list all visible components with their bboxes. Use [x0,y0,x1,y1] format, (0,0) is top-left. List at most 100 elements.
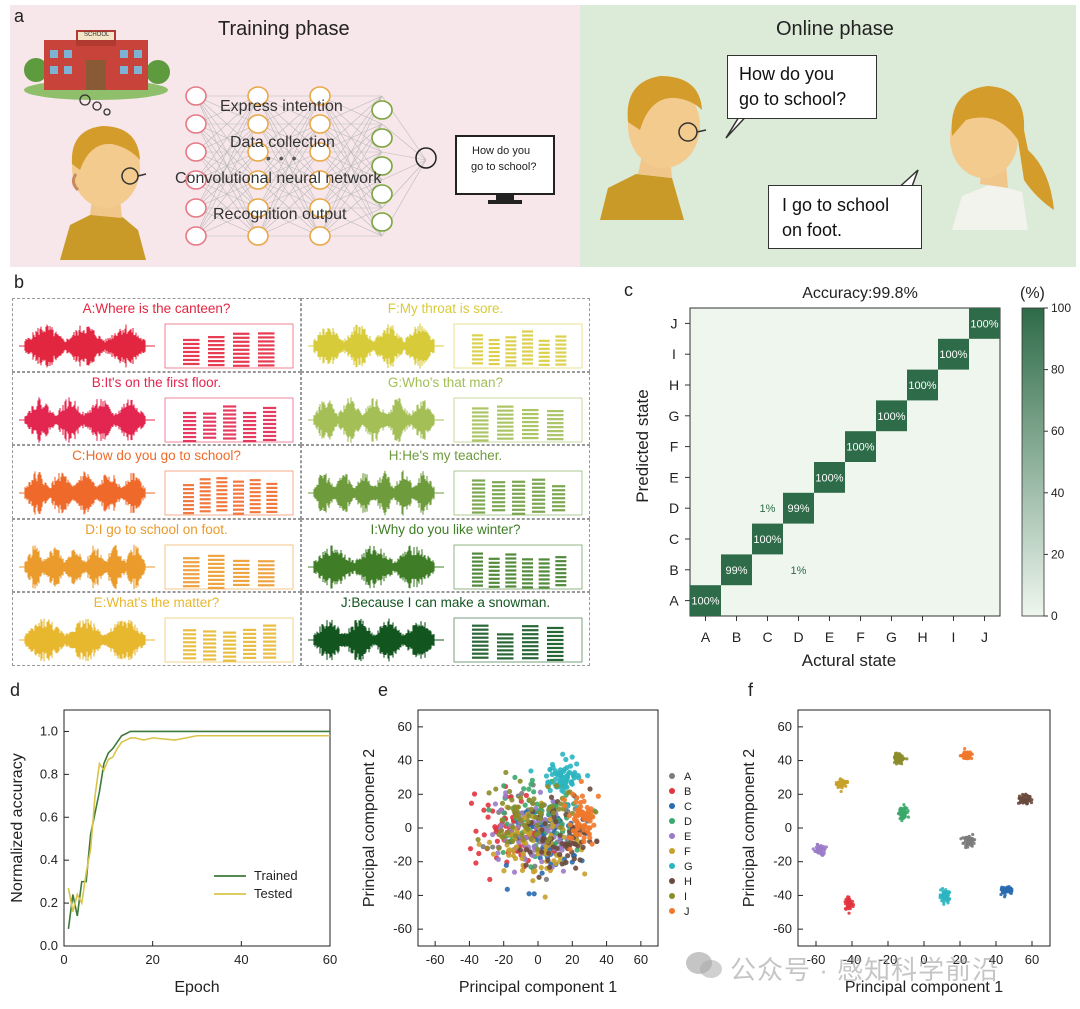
spectrogram-band [258,360,275,363]
spectrogram-band [233,567,250,570]
spectrogram-band [183,653,197,656]
spectrogram-band [555,351,567,354]
plot-frame [797,709,1051,947]
spectrogram-band [263,430,277,433]
spectrogram-band [258,559,275,563]
point-j [573,818,579,824]
nn-edge [319,95,383,209]
point-c [1005,888,1009,892]
spectrogram-band [492,509,506,512]
spectrogram-band [488,557,500,560]
spectrogram-band [216,481,228,484]
point-j [586,831,592,837]
point-a [532,863,538,869]
legend-marker [669,833,675,839]
spectrogram-band [522,653,539,656]
spectrogram-band [547,647,564,650]
nn-edge [195,95,259,237]
legend-label: I [684,891,687,903]
spectrogram-frame [164,397,294,442]
point-g [947,897,951,901]
spectrogram-band [233,500,244,503]
point-f [476,841,482,847]
point-d [901,810,905,814]
point-a [964,845,968,850]
spectrogram-band [497,413,514,416]
spectrogram-band [183,427,197,430]
spectrogram-band [243,629,257,632]
legend-label: Trained [254,868,298,883]
sentence-label: G:Who's that man? [387,374,504,390]
spectrogram-band [223,659,237,663]
point-i [898,760,902,765]
spectrogram-band [208,570,225,573]
spectrogram-band [223,655,237,659]
nn-node [185,142,207,162]
point-g [557,776,563,782]
spectrogram-band [472,568,483,571]
spectrogram-band [472,426,489,430]
point-g [528,768,534,774]
point-j [588,806,594,812]
point-e [495,856,501,862]
spectrogram-band [183,496,194,499]
spectrogram-band [522,578,533,581]
sentence-cell [301,592,590,666]
spectrogram-band [243,649,257,652]
panel-letter-e: e [378,680,389,700]
spectrogram-band [538,578,550,581]
sentence-label: C:How do you go to school? [72,448,241,464]
point-f [839,780,844,784]
spectrogram-band [472,358,483,361]
legend-label: Tested [254,886,292,901]
matrix-cell-label: 100% [753,534,781,546]
spectrogram-band [183,362,200,366]
spectrogram-band [555,559,567,563]
point-c [1004,886,1008,890]
spectrogram-band [522,354,533,357]
y-axis-label: Principal component 2 [361,749,378,907]
nn-edge [381,151,427,161]
spectrogram-band [199,494,211,497]
point-i [545,839,551,845]
point-i [531,796,537,802]
point-h [1027,799,1031,803]
point-c [539,870,545,876]
spectrogram-frame [164,617,294,663]
spectrogram-band [243,657,257,660]
x-tick-label: -20 [494,952,513,967]
point-g [568,779,574,785]
nn-node [309,226,331,246]
point-b [467,846,474,852]
point-j [574,813,580,819]
point-d [521,786,527,792]
point-e [545,828,551,834]
spectrogram-band [472,410,489,414]
point-d [903,805,907,809]
school-sign: SCHOOL [84,32,110,38]
point-j [968,752,973,756]
spectrogram-band [492,505,506,508]
spectrogram-frame [453,323,583,369]
series-line-tested [67,734,330,912]
matrix-cell-label: 100% [846,442,874,454]
monitor-text-line-1: How do you [472,145,531,157]
spectrogram-band [183,649,197,652]
spectrogram-band [223,639,237,643]
spectrogram-band [263,644,277,648]
point-j [966,754,970,758]
point-e [516,839,522,845]
panel-letter-f: f [748,680,754,700]
spectrogram-band [497,409,514,412]
point-b [844,907,848,911]
point-b [487,876,493,883]
x-tick-label: -60 [807,952,826,967]
spectrogram-band [223,424,237,428]
spectrogram-band [472,430,489,434]
point-h [580,844,586,850]
point-f [844,784,848,788]
y-axis-label: Principal component 2 [741,749,758,907]
point-b [473,828,479,834]
nn-node [185,114,207,134]
spectrogram-band [233,364,250,367]
